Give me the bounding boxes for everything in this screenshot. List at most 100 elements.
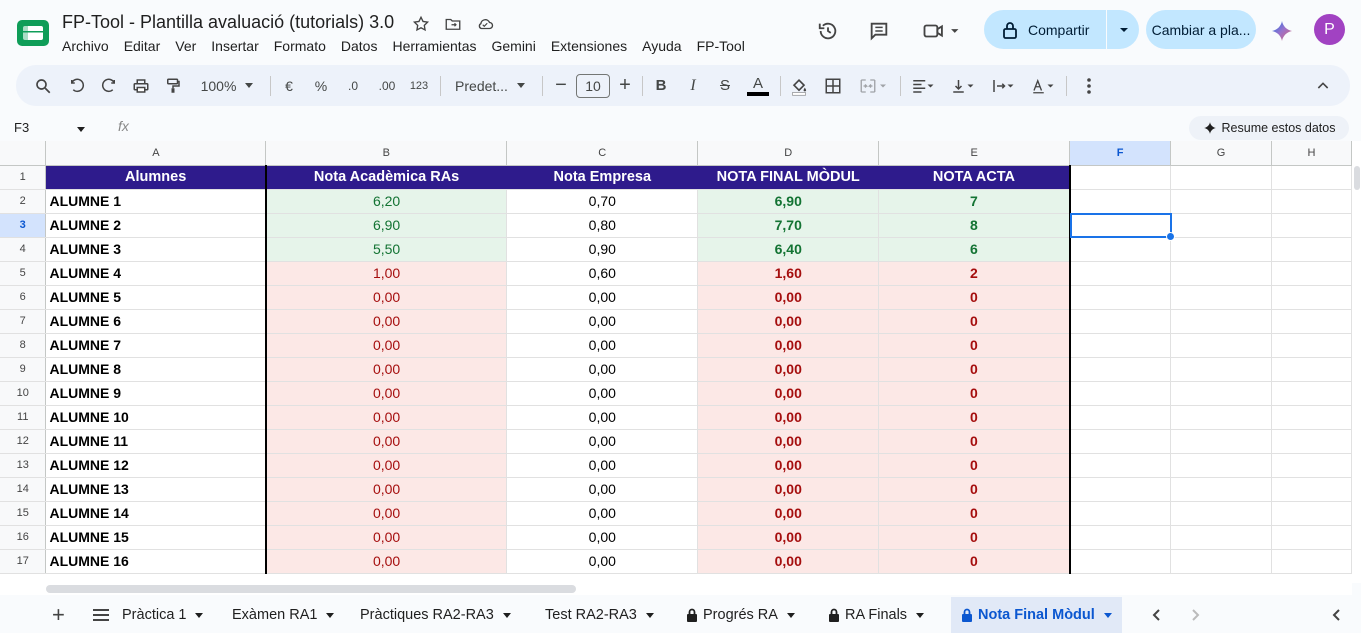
column-header-f[interactable]: F bbox=[1069, 141, 1172, 166]
empty-cell[interactable] bbox=[1271, 309, 1352, 334]
nota-final-cell[interactable]: 0,00 bbox=[697, 501, 880, 526]
empty-cell[interactable] bbox=[1069, 357, 1172, 382]
font-size-input[interactable]: 10 bbox=[576, 65, 610, 106]
empty-cell[interactable] bbox=[1170, 453, 1273, 478]
empty-cell[interactable] bbox=[1069, 525, 1172, 550]
nota-academica-cell[interactable]: 0,00 bbox=[265, 429, 508, 454]
empty-cell[interactable] bbox=[1271, 453, 1352, 478]
empty-cell[interactable] bbox=[1271, 429, 1352, 454]
share-dropdown-icon[interactable] bbox=[1115, 18, 1133, 40]
nota-academica-cell[interactable]: 0,00 bbox=[265, 477, 508, 502]
nota-acta-cell[interactable]: 0 bbox=[878, 549, 1071, 574]
empty-cell[interactable] bbox=[1069, 189, 1172, 214]
empty-cell[interactable] bbox=[1069, 381, 1172, 406]
cell-g1[interactable] bbox=[1170, 165, 1273, 190]
nota-empresa-cell[interactable]: 0,00 bbox=[506, 501, 699, 526]
italic-button[interactable]: I bbox=[690, 76, 696, 94]
nota-empresa-cell[interactable]: 0,00 bbox=[506, 285, 699, 310]
collapse-sidepanel-icon[interactable] bbox=[1330, 597, 1346, 633]
column-header-g[interactable]: G bbox=[1170, 141, 1273, 166]
row-header[interactable]: 11 bbox=[0, 405, 47, 430]
nota-academica-cell[interactable]: 0,00 bbox=[265, 549, 508, 574]
header-nota-academica[interactable]: Nota Acadèmica RAs bbox=[265, 165, 508, 190]
empty-cell[interactable] bbox=[1271, 213, 1352, 238]
empty-cell[interactable] bbox=[1069, 429, 1172, 454]
empty-cell[interactable] bbox=[1069, 453, 1172, 478]
student-name-cell[interactable]: ALUMNE 5 bbox=[45, 285, 267, 310]
empty-cell[interactable] bbox=[1271, 381, 1352, 406]
student-name-cell[interactable]: ALUMNE 13 bbox=[45, 477, 267, 502]
number-format-button[interactable]: 123 bbox=[409, 79, 429, 92]
nota-academica-cell[interactable]: 0,00 bbox=[265, 381, 508, 406]
header-nota-acta[interactable]: NOTA ACTA bbox=[878, 165, 1071, 190]
nota-acta-cell[interactable]: 0 bbox=[878, 285, 1071, 310]
vertical-scroll-thumb[interactable] bbox=[1354, 166, 1360, 190]
empty-cell[interactable] bbox=[1271, 477, 1352, 502]
nota-empresa-cell[interactable]: 0,00 bbox=[506, 309, 699, 334]
nota-empresa-cell[interactable]: 0,00 bbox=[506, 549, 699, 574]
header-nota-final[interactable]: NOTA FINAL MÒDUL bbox=[697, 165, 880, 190]
nota-acta-cell[interactable]: 0 bbox=[878, 525, 1071, 550]
all-sheets-button[interactable] bbox=[92, 597, 112, 633]
text-rotation-icon[interactable] bbox=[1026, 65, 1060, 106]
row-header[interactable]: 10 bbox=[0, 381, 47, 406]
header-nota-empresa[interactable]: Nota Empresa bbox=[506, 165, 699, 190]
column-header-d[interactable]: D bbox=[697, 141, 880, 166]
collapse-toolbar-icon[interactable] bbox=[1310, 65, 1336, 106]
undo-icon[interactable] bbox=[64, 65, 90, 106]
row-header[interactable]: 4 bbox=[0, 237, 47, 262]
horizontal-scroll-thumb[interactable] bbox=[46, 585, 576, 593]
empty-cell[interactable] bbox=[1170, 429, 1273, 454]
empty-cell[interactable] bbox=[1271, 237, 1352, 262]
empty-cell[interactable] bbox=[1170, 333, 1273, 358]
move-folder-icon[interactable] bbox=[442, 13, 464, 35]
student-name-cell[interactable]: ALUMNE 7 bbox=[45, 333, 267, 358]
more-options-icon[interactable] bbox=[1076, 65, 1102, 106]
menu-archivo[interactable]: Archivo bbox=[62, 38, 109, 54]
spreadsheet-grid[interactable]: A B C D E F G H 1 Alumnes Nota Acadèmica… bbox=[0, 141, 1352, 583]
nota-academica-cell[interactable]: 0,00 bbox=[265, 333, 508, 358]
row-header[interactable]: 9 bbox=[0, 357, 47, 382]
student-name-cell[interactable]: ALUMNE 15 bbox=[45, 525, 267, 550]
row-header[interactable]: 16 bbox=[0, 525, 47, 550]
comments-icon[interactable] bbox=[866, 18, 892, 44]
merge-cells-icon[interactable] bbox=[852, 65, 896, 106]
nota-acta-cell[interactable]: 0 bbox=[878, 453, 1071, 478]
print-icon[interactable] bbox=[128, 65, 154, 106]
borders-icon[interactable] bbox=[820, 65, 846, 106]
nota-acta-cell[interactable]: 0 bbox=[878, 405, 1071, 430]
student-name-cell[interactable]: ALUMNE 4 bbox=[45, 261, 267, 286]
empty-cell[interactable] bbox=[1170, 261, 1273, 286]
student-name-cell[interactable]: ALUMNE 10 bbox=[45, 405, 267, 430]
nota-final-cell[interactable]: 1,60 bbox=[697, 261, 880, 286]
text-wrap-icon[interactable] bbox=[986, 65, 1020, 106]
redo-icon[interactable] bbox=[96, 65, 122, 106]
nota-academica-cell[interactable]: 0,00 bbox=[265, 357, 508, 382]
empty-cell[interactable] bbox=[1170, 477, 1273, 502]
empty-cell[interactable] bbox=[1069, 213, 1172, 238]
scroll-tabs-left-icon[interactable] bbox=[1150, 597, 1166, 633]
student-name-cell[interactable]: ALUMNE 1 bbox=[45, 189, 267, 214]
nota-acta-cell[interactable]: 0 bbox=[878, 501, 1071, 526]
row-header[interactable]: 5 bbox=[0, 261, 47, 286]
empty-cell[interactable] bbox=[1271, 501, 1352, 526]
select-all-corner[interactable] bbox=[0, 141, 47, 166]
empty-cell[interactable] bbox=[1069, 405, 1172, 430]
row-header-1[interactable]: 1 bbox=[0, 165, 47, 190]
nota-academica-cell[interactable]: 0,00 bbox=[265, 405, 508, 430]
empty-cell[interactable] bbox=[1069, 285, 1172, 310]
row-header[interactable]: 3 bbox=[0, 213, 47, 238]
row-header[interactable]: 2 bbox=[0, 189, 47, 214]
row-header[interactable]: 17 bbox=[0, 549, 47, 574]
header-alumnes[interactable]: Alumnes bbox=[45, 165, 267, 190]
column-header-b[interactable]: B bbox=[265, 141, 508, 166]
empty-cell[interactable] bbox=[1170, 237, 1273, 262]
student-name-cell[interactable]: ALUMNE 14 bbox=[45, 501, 267, 526]
empty-cell[interactable] bbox=[1271, 549, 1352, 574]
row-header[interactable]: 15 bbox=[0, 501, 47, 526]
nota-academica-cell[interactable]: 0,00 bbox=[265, 525, 508, 550]
empty-cell[interactable] bbox=[1170, 549, 1273, 574]
text-color-button[interactable]: A bbox=[744, 65, 772, 106]
nota-acta-cell[interactable]: 0 bbox=[878, 333, 1071, 358]
share-button[interactable]: Compartir bbox=[984, 10, 1139, 49]
